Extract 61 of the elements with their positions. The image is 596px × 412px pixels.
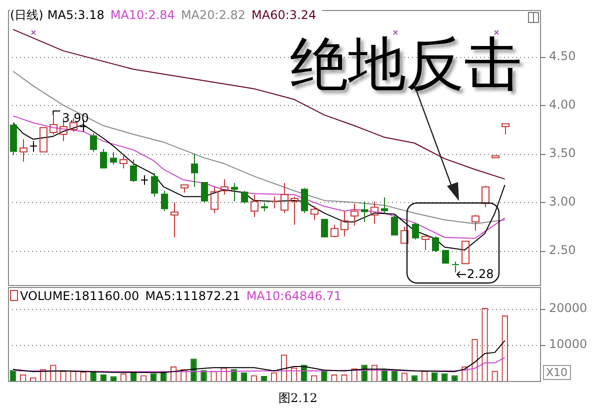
y-tick-label: 10000 [549,336,588,351]
candlestick [151,172,158,198]
candlestick [381,197,388,214]
bar [321,370,328,381]
candlestick [361,200,368,222]
y-tick-label: 3.00 [549,194,576,209]
text: MA10:64846.71 [246,289,342,303]
legend-label: VOLUME:181160.00 [20,289,140,303]
candlestick [472,214,480,232]
candlestick [120,153,128,169]
candlestick [280,182,288,214]
candlestick [340,210,348,237]
candlestick [270,196,278,209]
y-tick-label: 20000 [549,300,588,315]
candlestick [241,190,248,204]
candlestick [250,194,258,218]
text: MA5:3.18 [47,8,104,22]
candlestick [370,200,378,224]
annotation: 绝地反击 [290,29,522,100]
bar [230,369,237,381]
candlestick [161,190,168,212]
annotation: 2.28 [467,267,494,281]
candlestick [201,182,208,203]
y-tick-label: 3.50 [549,146,576,160]
candlestick [10,122,17,156]
text: MA5:111872.21 [145,289,240,303]
candlestick [220,178,228,196]
candlestick [130,159,137,182]
candlestick [191,153,198,188]
candlestick [50,114,58,135]
candlestick [350,202,358,226]
candlestick [290,196,298,226]
candlestick [391,214,398,236]
text: MA10:2.84 [110,8,175,22]
candlestick [100,148,107,168]
bar [200,370,207,381]
candlestick [502,123,510,135]
candlestick [110,151,117,166]
bar [10,370,16,381]
bar [391,370,398,381]
candlestick [20,138,28,162]
candlestick [422,236,430,251]
candlestick [140,174,148,186]
candlestick [231,182,238,202]
bar [190,358,197,381]
candlestick [432,236,439,252]
y-tick-label: 4.00 [549,97,576,112]
candlestick [30,140,38,152]
text: MA20:2.82 [180,8,246,22]
chart-title: (日线) [10,8,44,22]
candlestick [170,202,178,238]
candlestick [301,187,308,214]
caption: 图2.12 [278,390,318,407]
candlestick [90,132,97,152]
y-tick-label: 4.50 [549,48,576,63]
candlestick [412,222,419,240]
annotation: 3.90 [62,111,89,126]
y-tick-label: 2.50 [549,243,576,258]
text: X10 [543,365,571,380]
text: MA60:3.24 [252,8,316,22]
candlestick [452,261,460,273]
